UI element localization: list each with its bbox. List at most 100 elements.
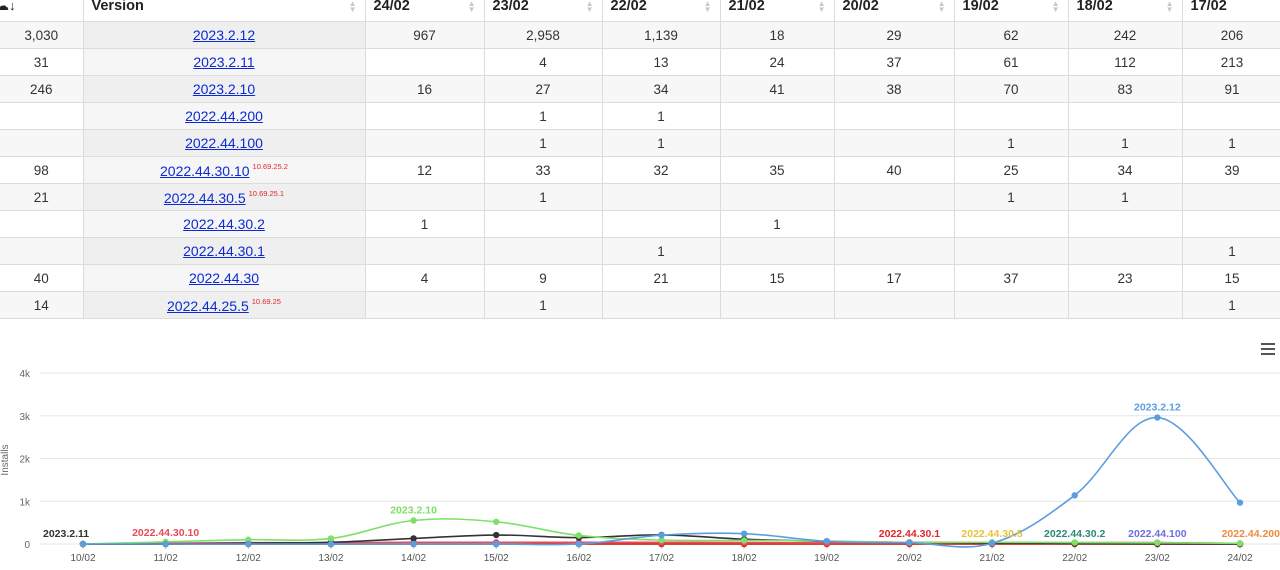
total-installs-cell [0, 103, 83, 130]
daily-installs-cell: 112 [1068, 49, 1182, 76]
data-point [328, 541, 334, 547]
daily-installs-cell: 37 [834, 49, 954, 76]
daily-installs-cell: 15 [1182, 265, 1280, 292]
chart-menu-icon[interactable] [1261, 343, 1275, 358]
daily-installs-cell: 70 [954, 76, 1068, 103]
daily-installs-cell: 9 [484, 265, 602, 292]
daily-installs-cell: 41 [720, 76, 834, 103]
daily-installs-cell [720, 103, 834, 130]
daily-installs-cell [365, 184, 484, 211]
version-link[interactable]: 2022.44.200 [185, 108, 263, 124]
sort-icon[interactable]: ▲▼ [704, 1, 712, 13]
series-label: 2022.44.30.5 [961, 528, 1022, 540]
version-link[interactable]: 2022.44.25.5 [167, 298, 249, 314]
daily-installs-cell: 25 [954, 157, 1068, 184]
version-column-header[interactable]: Version▲▼ [83, 0, 365, 22]
daily-installs-cell [365, 238, 484, 265]
daily-installs-cell [954, 238, 1068, 265]
version-cell: 2023.2.10 [83, 76, 365, 103]
series-label: 2022.44.30.2 [1044, 528, 1105, 540]
daily-installs-cell [1068, 238, 1182, 265]
daily-installs-cell [834, 130, 954, 157]
daily-installs-cell: 1 [602, 103, 720, 130]
version-link[interactable]: 2022.44.30.1 [183, 243, 265, 259]
sort-icon[interactable]: ▲▼ [1166, 1, 1174, 13]
x-tick-label: 16/02 [566, 553, 591, 564]
version-link[interactable]: 2023.2.10 [193, 81, 255, 97]
version-link[interactable]: 2022.44.30 [189, 270, 259, 286]
daily-installs-cell: 62 [954, 22, 1068, 49]
total-installs-cell: 21 [0, 184, 83, 211]
data-point [906, 540, 912, 546]
version-link[interactable]: 2022.44.30.5 [164, 190, 246, 206]
version-link[interactable]: 2023.2.12 [193, 27, 255, 43]
daily-installs-cell: 35 [720, 157, 834, 184]
daily-installs-cell: 1 [1182, 130, 1280, 157]
y-axis-label: Installs [0, 444, 11, 475]
date-column-header[interactable]: 22/02▲▼ [602, 0, 720, 22]
date-column-header[interactable]: 20/02▲▼ [834, 0, 954, 22]
date-column-header[interactable]: 21/02▲▼ [720, 0, 834, 22]
data-point [493, 541, 499, 547]
daily-installs-cell: 12 [365, 157, 484, 184]
series-label: 2023.2.12 [1134, 402, 1181, 414]
daily-installs-cell: 1 [1068, 130, 1182, 157]
daily-installs-cell: 18 [720, 22, 834, 49]
version-cell: 2022.44.100 [83, 130, 365, 157]
sort-icon[interactable]: ▲▼ [1052, 1, 1060, 13]
date-column-header[interactable]: 23/02▲▼ [484, 0, 602, 22]
x-tick-label: 23/02 [1145, 553, 1170, 564]
daily-installs-cell [834, 184, 954, 211]
date-column-header[interactable]: 24/02▲▼ [365, 0, 484, 22]
daily-installs-cell: 38 [834, 76, 954, 103]
total-installs-cell [0, 211, 83, 238]
data-point [1154, 414, 1160, 420]
daily-installs-cell: 37 [954, 265, 1068, 292]
daily-installs-cell [484, 238, 602, 265]
daily-installs-cell: 1 [1182, 292, 1280, 319]
version-cell: 2023.2.11 [83, 49, 365, 76]
daily-installs-cell: 21 [602, 265, 720, 292]
series-label: 2022.44.200 [1222, 528, 1280, 540]
date-column-header[interactable]: 18/02▲▼ [1068, 0, 1182, 22]
sort-icon[interactable]: ▲▼ [938, 1, 946, 13]
sort-icon[interactable]: ▲▼ [818, 1, 826, 13]
daily-installs-cell [484, 211, 602, 238]
total-column-header[interactable]: ☁↓ [0, 0, 83, 22]
daily-installs-cell [1182, 103, 1280, 130]
version-tag: 10.69.25.1 [249, 189, 284, 198]
daily-installs-cell [602, 211, 720, 238]
version-link[interactable]: 2022.44.30.2 [183, 216, 265, 232]
daily-installs-cell [954, 292, 1068, 319]
version-tag: 10.69.25.2 [253, 162, 288, 171]
total-installs-cell: 40 [0, 265, 83, 292]
date-column-header[interactable]: 17/02 [1182, 0, 1280, 22]
version-link[interactable]: 2022.44.30.10 [160, 163, 250, 179]
daily-installs-cell [834, 103, 954, 130]
versions-table: ☁↓ Version▲▼ 24/02▲▼ 23/02▲▼ 22/02▲▼ 21/… [0, 0, 1280, 319]
daily-installs-cell: 967 [365, 22, 484, 49]
daily-installs-cell [954, 103, 1068, 130]
daily-installs-cell: 1 [602, 130, 720, 157]
sort-icon[interactable]: ▲▼ [468, 1, 476, 13]
daily-installs-cell [1182, 184, 1280, 211]
x-tick-label: 14/02 [401, 553, 426, 564]
x-tick-label: 13/02 [318, 553, 343, 564]
total-installs-cell: 98 [0, 157, 83, 184]
date-column-header[interactable]: 19/02▲▼ [954, 0, 1068, 22]
sort-icon[interactable]: ▲▼ [586, 1, 594, 13]
daily-installs-cell: 29 [834, 22, 954, 49]
version-link[interactable]: 2022.44.100 [185, 135, 263, 151]
x-tick-label: 17/02 [649, 553, 674, 564]
version-link[interactable]: 2023.2.11 [193, 54, 254, 70]
daily-installs-cell: 24 [720, 49, 834, 76]
sort-icon[interactable]: ▲▼ [349, 1, 357, 13]
x-tick-label: 15/02 [484, 553, 509, 564]
data-point [328, 535, 334, 541]
data-point [410, 517, 416, 523]
series-label: 2022.44.100 [1128, 528, 1187, 540]
series-label: 2022.44.30.10 [132, 527, 199, 539]
